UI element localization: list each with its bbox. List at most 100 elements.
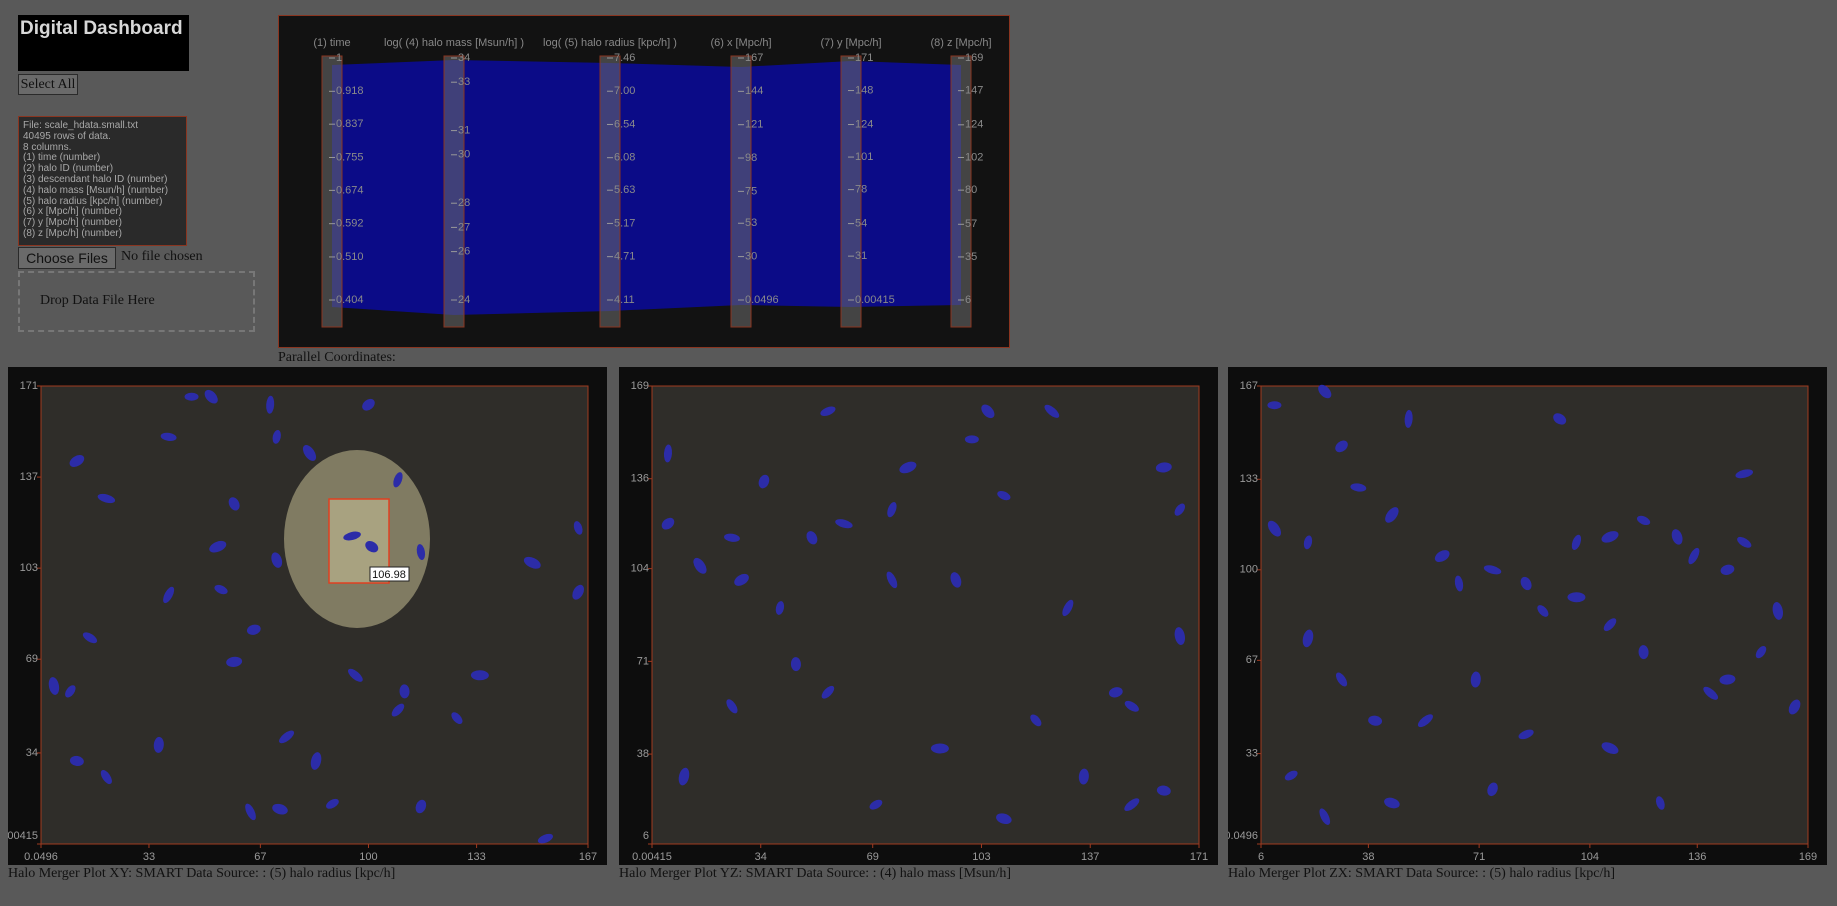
data-point — [1755, 645, 1767, 659]
pc-axis — [840, 55, 862, 328]
data-point — [209, 540, 227, 553]
data-point — [1156, 785, 1171, 796]
pc-axis-title: log( (5) halo radius [kpc/h] ) — [543, 37, 677, 49]
data-point — [1044, 404, 1060, 418]
pc-tick-label: 31 — [855, 250, 867, 262]
y-tick-label: 38 — [637, 748, 649, 760]
data-point — [97, 493, 116, 504]
drop-zone[interactable]: Drop Data File Here — [18, 271, 255, 332]
data-point — [271, 552, 283, 568]
data-point — [246, 624, 261, 635]
data-point — [1350, 483, 1367, 492]
file-info-line: (2) halo ID (number) — [23, 163, 114, 175]
data-point — [930, 743, 949, 754]
pc-tick-label: 102 — [965, 151, 983, 163]
pc-tick-label: 78 — [855, 184, 867, 196]
pc-tick-label: 75 — [745, 185, 757, 197]
pc-tick-label: 121 — [745, 119, 763, 131]
data-point — [523, 556, 541, 569]
data-point — [1638, 645, 1649, 660]
parallel-coordinates: (1) time 1 0.918 0.837 0.755 0.674 0.592 0.510 0… — [278, 15, 1010, 348]
pc-tick-label: 124 — [855, 118, 873, 130]
y-tick-label: 169 — [631, 380, 649, 392]
data-point — [806, 531, 818, 545]
x-tick-label: 0.0496 — [24, 851, 58, 863]
data-point — [310, 752, 322, 770]
y-tick-label: 33 — [1246, 748, 1258, 760]
plot-area — [1260, 385, 1809, 845]
x-tick-label: 136 — [1688, 851, 1706, 863]
data-point — [1454, 575, 1464, 592]
data-point — [1124, 798, 1140, 812]
data-point — [1636, 515, 1651, 526]
y-tick-label: 167 — [1240, 380, 1258, 392]
data-point — [1553, 413, 1567, 425]
data-point — [734, 573, 749, 586]
x-tick-label: 137 — [1081, 851, 1099, 863]
pc-axis-title: (8) z [Mpc/h] — [930, 37, 991, 49]
file-info-line: (7) y [Mpc/h] (number) — [23, 217, 122, 229]
pc-axis — [443, 55, 465, 328]
y-tick-label: 71 — [637, 655, 649, 667]
pc-tick-label: 0.00415 — [855, 294, 895, 306]
data-point — [470, 670, 489, 681]
pc-tick-label: 0.755 — [336, 151, 364, 163]
data-point — [1603, 618, 1617, 632]
file-status: No file chosen — [121, 249, 203, 264]
y-tick-label: 6 — [643, 830, 649, 842]
data-point — [1720, 564, 1735, 575]
pc-tick-label: 34 — [458, 52, 470, 64]
pc-tick-label: 5.63 — [614, 184, 635, 196]
pc-tick-label: 4.71 — [614, 251, 635, 263]
lens-label: 106.98 — [372, 569, 406, 581]
data-point — [997, 490, 1011, 501]
data-point — [1318, 384, 1332, 399]
data-point — [1520, 576, 1532, 591]
data-point — [1303, 535, 1313, 550]
data-point — [82, 632, 98, 644]
data-point — [1537, 605, 1549, 617]
data-point — [1174, 627, 1186, 645]
x-tick-label: 100 — [359, 851, 377, 863]
parallel-coordinates-label: Parallel Coordinates: — [278, 350, 396, 365]
pc-axis — [950, 55, 972, 328]
file-info-line: (8) z [Mpc/h] (number) — [23, 227, 122, 239]
pc-tick-label: 24 — [458, 294, 470, 306]
data-point — [887, 501, 897, 518]
data-point — [573, 521, 583, 535]
x-tick-label: 169 — [1799, 851, 1817, 863]
y-tick-label: 0.0496 — [1228, 830, 1258, 842]
data-point — [1571, 534, 1582, 551]
data-point — [1174, 503, 1186, 516]
data-point — [415, 799, 427, 814]
select-all-button[interactable]: Select All — [18, 74, 78, 95]
pc-tick-label: 147 — [965, 85, 983, 97]
pc-axis-title: (6) x [Mpc/h] — [710, 37, 771, 49]
data-point — [678, 767, 690, 786]
y-tick-label: 171 — [20, 380, 38, 392]
pc-tick-label: 30 — [745, 250, 757, 262]
data-point — [663, 444, 673, 463]
data-point — [1335, 440, 1348, 453]
data-point — [416, 544, 426, 560]
pc-tick-label: 6 — [965, 294, 971, 306]
data-point — [163, 586, 175, 604]
y-tick-label: 34 — [26, 747, 38, 759]
data-point — [343, 531, 361, 541]
data-point — [1267, 520, 1282, 537]
data-point — [820, 406, 836, 417]
data-point — [160, 432, 177, 442]
data-point — [399, 684, 410, 699]
plot-area — [651, 385, 1200, 845]
data-point — [279, 730, 295, 744]
data-point — [226, 656, 243, 667]
data-point — [1155, 462, 1172, 473]
x-tick-label: 71 — [1473, 851, 1485, 863]
data-point — [100, 770, 112, 785]
data-point — [886, 571, 898, 589]
y-tick-label: 69 — [26, 653, 38, 665]
data-point — [365, 541, 379, 553]
choose-files-button[interactable]: Choose Files — [18, 247, 116, 269]
data-point — [272, 803, 288, 815]
